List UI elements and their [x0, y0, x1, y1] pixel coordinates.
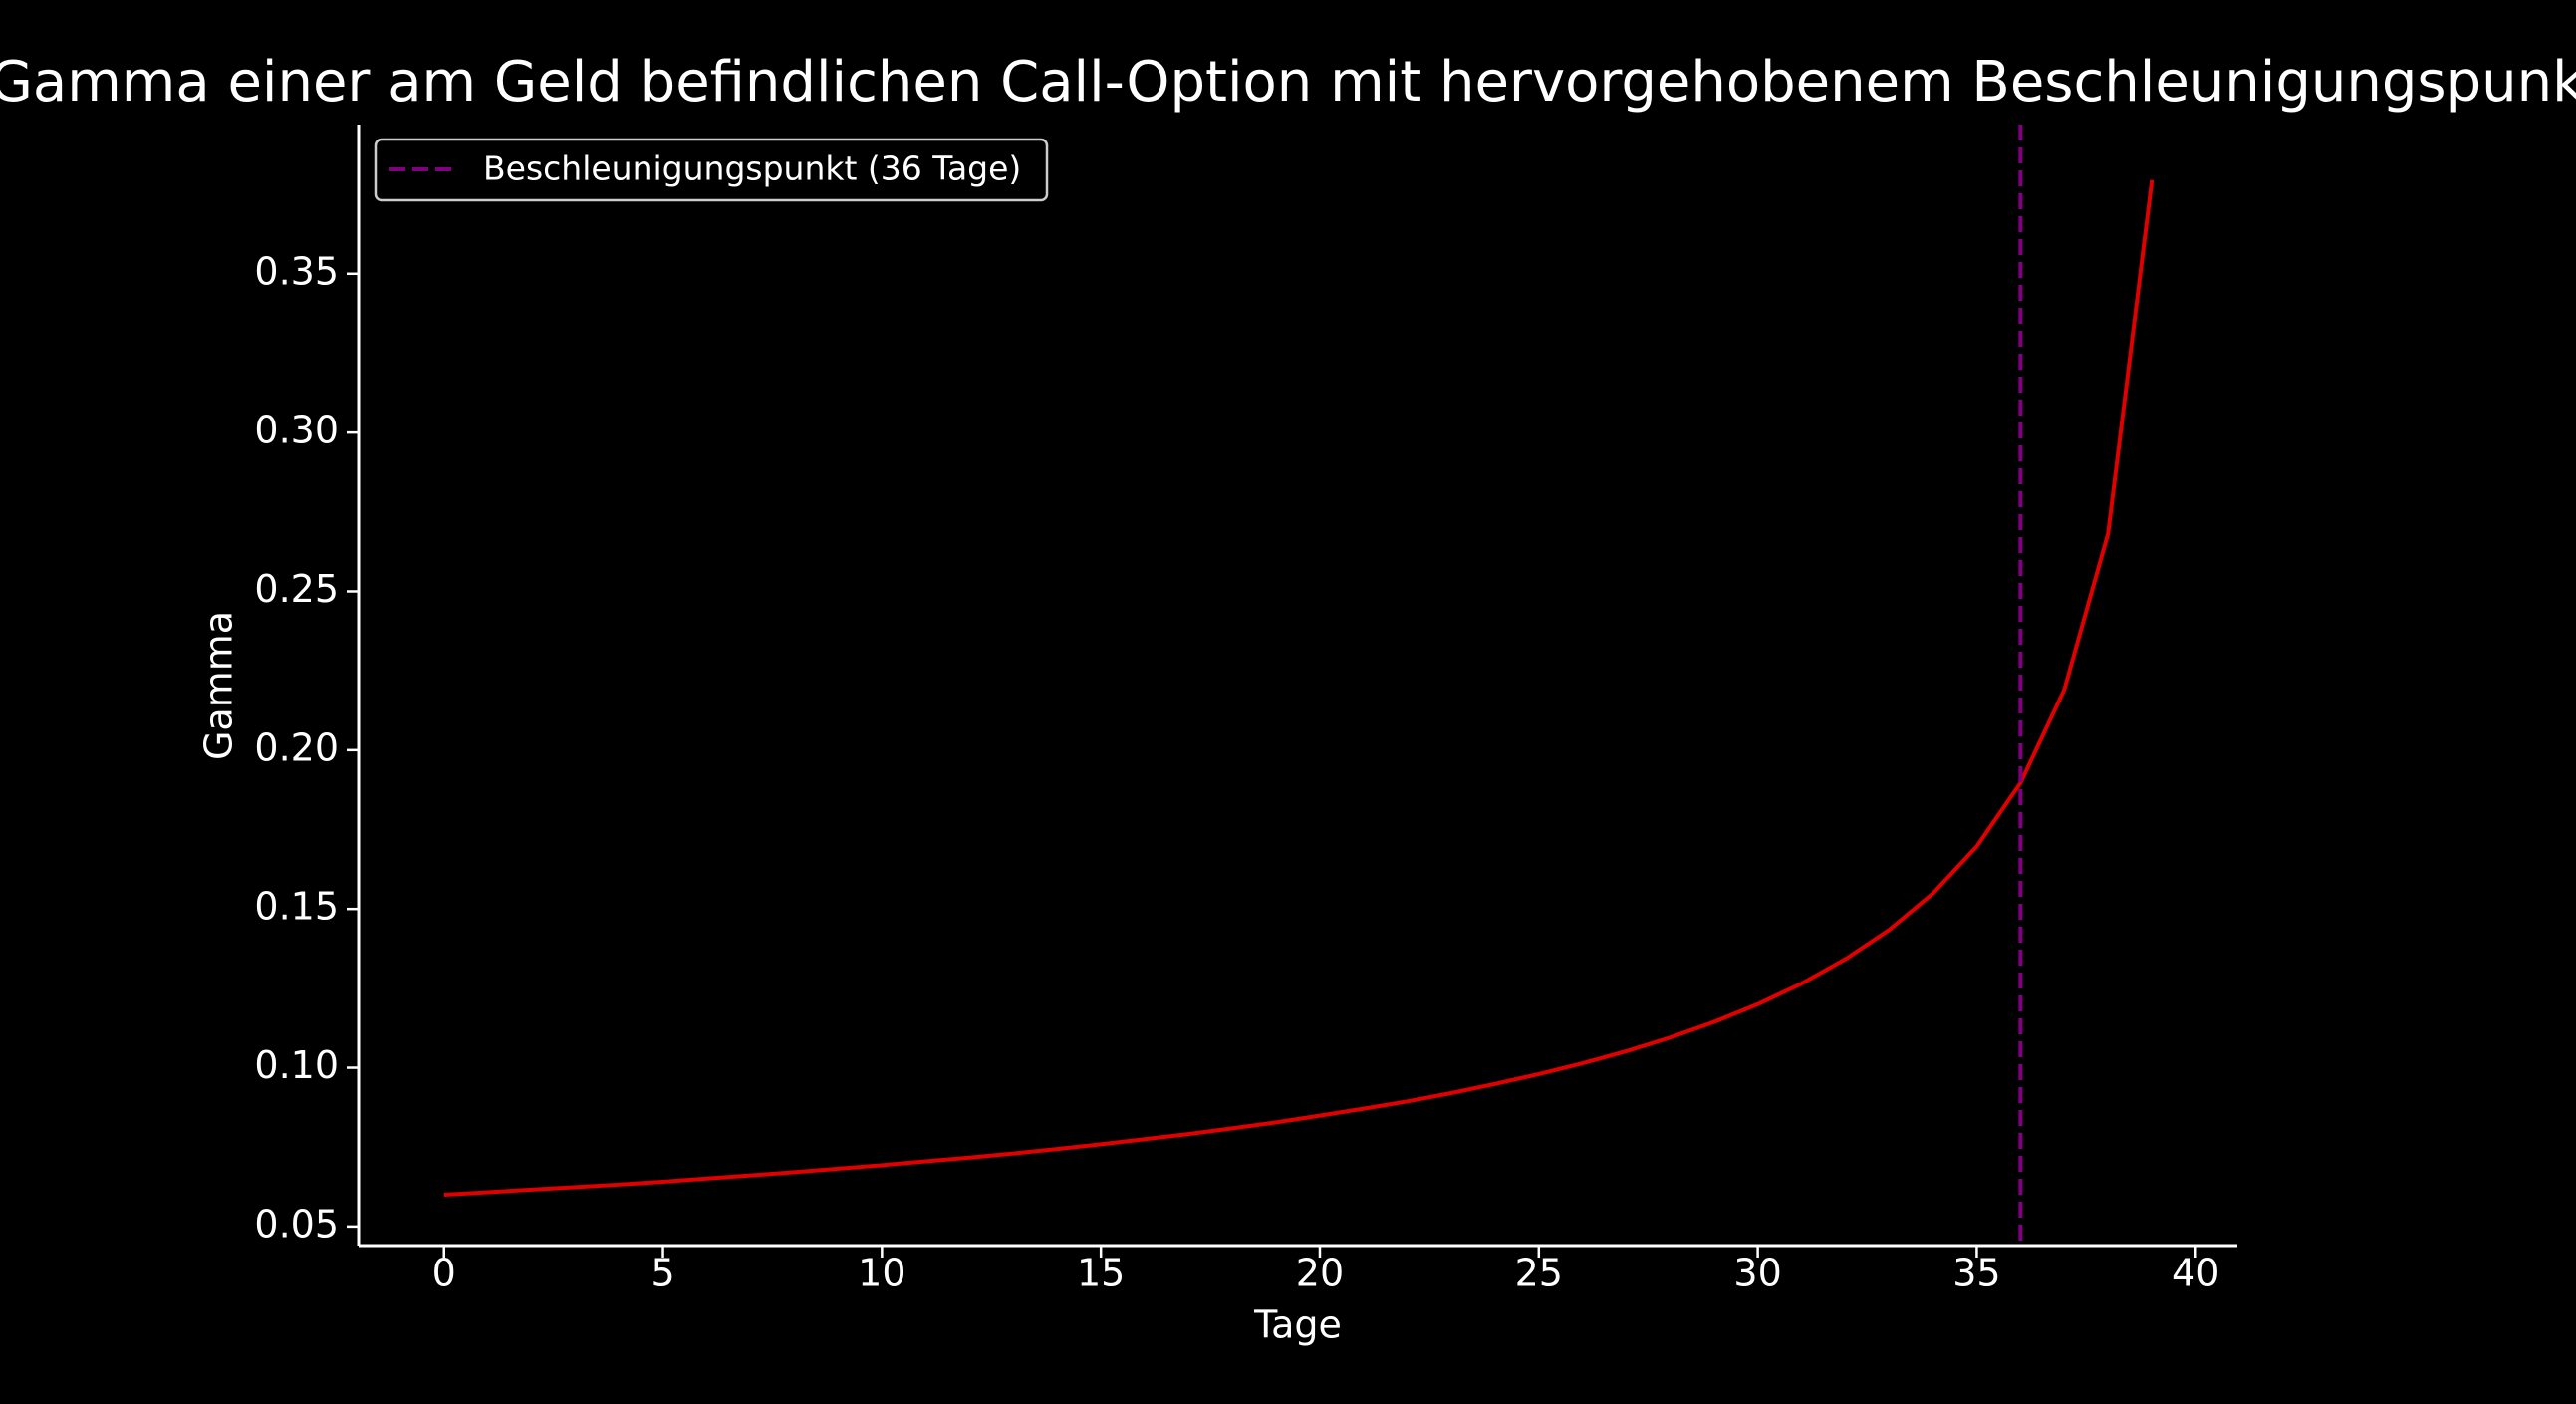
y-tick-label: 0.05 — [254, 1202, 339, 1246]
x-tick-label: 30 — [1733, 1252, 1781, 1295]
x-tick-label: 40 — [2172, 1252, 2219, 1295]
y-tick-label: 0.30 — [254, 409, 339, 452]
x-axis-label: Tage — [1253, 1303, 1342, 1347]
y-tick-label: 0.35 — [254, 249, 339, 293]
y-tick-label: 0.15 — [254, 885, 339, 929]
legend-label: Beschleunigungspunkt (36 Tage) — [483, 149, 1021, 188]
y-axis-label: Gamma — [197, 611, 241, 760]
chart-title: Gamma einer am Geld befindlichen Call-Op… — [0, 50, 2576, 115]
x-tick-label: 0 — [432, 1252, 456, 1295]
line-series — [443, 179, 2155, 1198]
y-tick-label: 0.10 — [254, 1043, 339, 1087]
x-tick-label: 15 — [1077, 1252, 1125, 1295]
y-tick-label: 0.25 — [254, 567, 339, 611]
x-tick-label: 5 — [650, 1252, 674, 1295]
x-tick-label: 35 — [1952, 1252, 2000, 1295]
y-tick-label: 0.20 — [254, 725, 339, 769]
x-tick-label: 20 — [1296, 1252, 1344, 1295]
legend-box — [374, 138, 1049, 202]
x-tick-label: 25 — [1515, 1252, 1563, 1295]
x-tick-label: 10 — [858, 1252, 905, 1295]
